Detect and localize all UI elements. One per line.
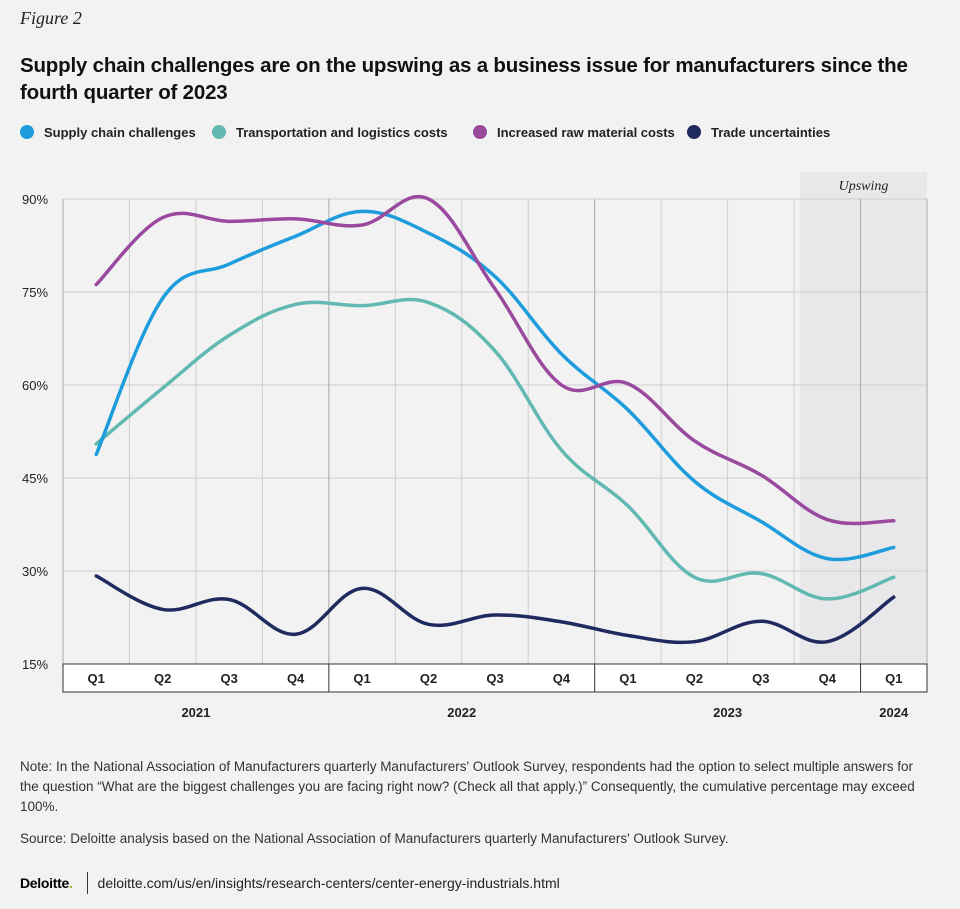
brand-logo: Deloitte. <box>20 875 73 891</box>
footer: Deloitte. deloitte.com/us/en/insights/re… <box>20 871 560 895</box>
year-label: 2023 <box>713 705 742 720</box>
series-line-supply <box>94 209 896 562</box>
legend-item-transport: Transportation and logistics costs <box>212 125 448 140</box>
legend-swatch-raw <box>473 125 487 139</box>
figure-label: Figure 2 <box>20 8 82 28</box>
chart-source: Source: Deloitte analysis based on the N… <box>20 831 729 846</box>
x-tick-label: Q1 <box>353 671 370 686</box>
footer-url: deloitte.com/us/en/insights/research-cen… <box>97 875 560 891</box>
x-tick-label: Q1 <box>885 671 902 686</box>
legend-label-supply: Supply chain challenges <box>44 124 196 140</box>
x-tick-label: Q2 <box>154 671 171 686</box>
legend-item-raw: Increased raw material costs <box>473 125 675 140</box>
legend-swatch-trade <box>687 125 701 139</box>
legend-swatch-transport <box>212 125 226 139</box>
x-tick-label: Q2 <box>686 671 703 686</box>
chart-title: Supply chain challenges are on the upswi… <box>20 54 908 104</box>
series-line-trade <box>94 574 896 645</box>
x-tick-label: Q4 <box>819 671 837 686</box>
series-line-transport <box>94 297 896 601</box>
year-label: 2022 <box>447 705 476 720</box>
chart-note: Note: In the National Association of Man… <box>20 759 915 814</box>
x-tick-label: Q2 <box>420 671 437 686</box>
year-label: 2021 <box>181 705 210 720</box>
y-tick-label: 15% <box>22 657 48 672</box>
y-tick-label: 60% <box>22 378 48 393</box>
legend-label-trade: Trade uncertainties <box>711 124 831 140</box>
y-tick-label: 90% <box>22 192 48 207</box>
legend-swatch-supply <box>20 125 34 139</box>
highlight-label: Upswing <box>839 179 889 194</box>
legend-item-supply: Supply chain challenges <box>20 125 196 140</box>
year-label: 2024 <box>879 705 909 720</box>
x-tick-label: Q4 <box>553 671 571 686</box>
footer-divider <box>86 872 88 894</box>
x-tick-label: Q3 <box>752 671 769 686</box>
line-chart: Upswing 15% 30% 45% 60% 75% 90% Q1 Q2 Q3 Q4 Q1 Q2 Q3 Q… <box>22 172 928 720</box>
legend-label-raw: Increased raw material costs <box>497 124 675 140</box>
quarter-axis-row <box>62 663 928 693</box>
y-tick-label: 45% <box>22 471 48 486</box>
x-tick-label: Q3 <box>220 671 237 686</box>
y-tick-label: 75% <box>22 285 48 300</box>
legend-label-transport: Transportation and logistics costs <box>236 124 448 140</box>
plot-area <box>63 199 927 664</box>
x-tick-label: Q4 <box>287 671 305 686</box>
x-tick-label: Q1 <box>88 671 105 686</box>
series-line-raw <box>94 195 896 526</box>
x-tick-label: Q1 <box>619 671 636 686</box>
legend-item-trade: Trade uncertainties <box>687 125 830 140</box>
x-tick-label: Q3 <box>486 671 503 686</box>
y-tick-label: 30% <box>22 564 48 579</box>
highlight-band <box>800 172 927 692</box>
